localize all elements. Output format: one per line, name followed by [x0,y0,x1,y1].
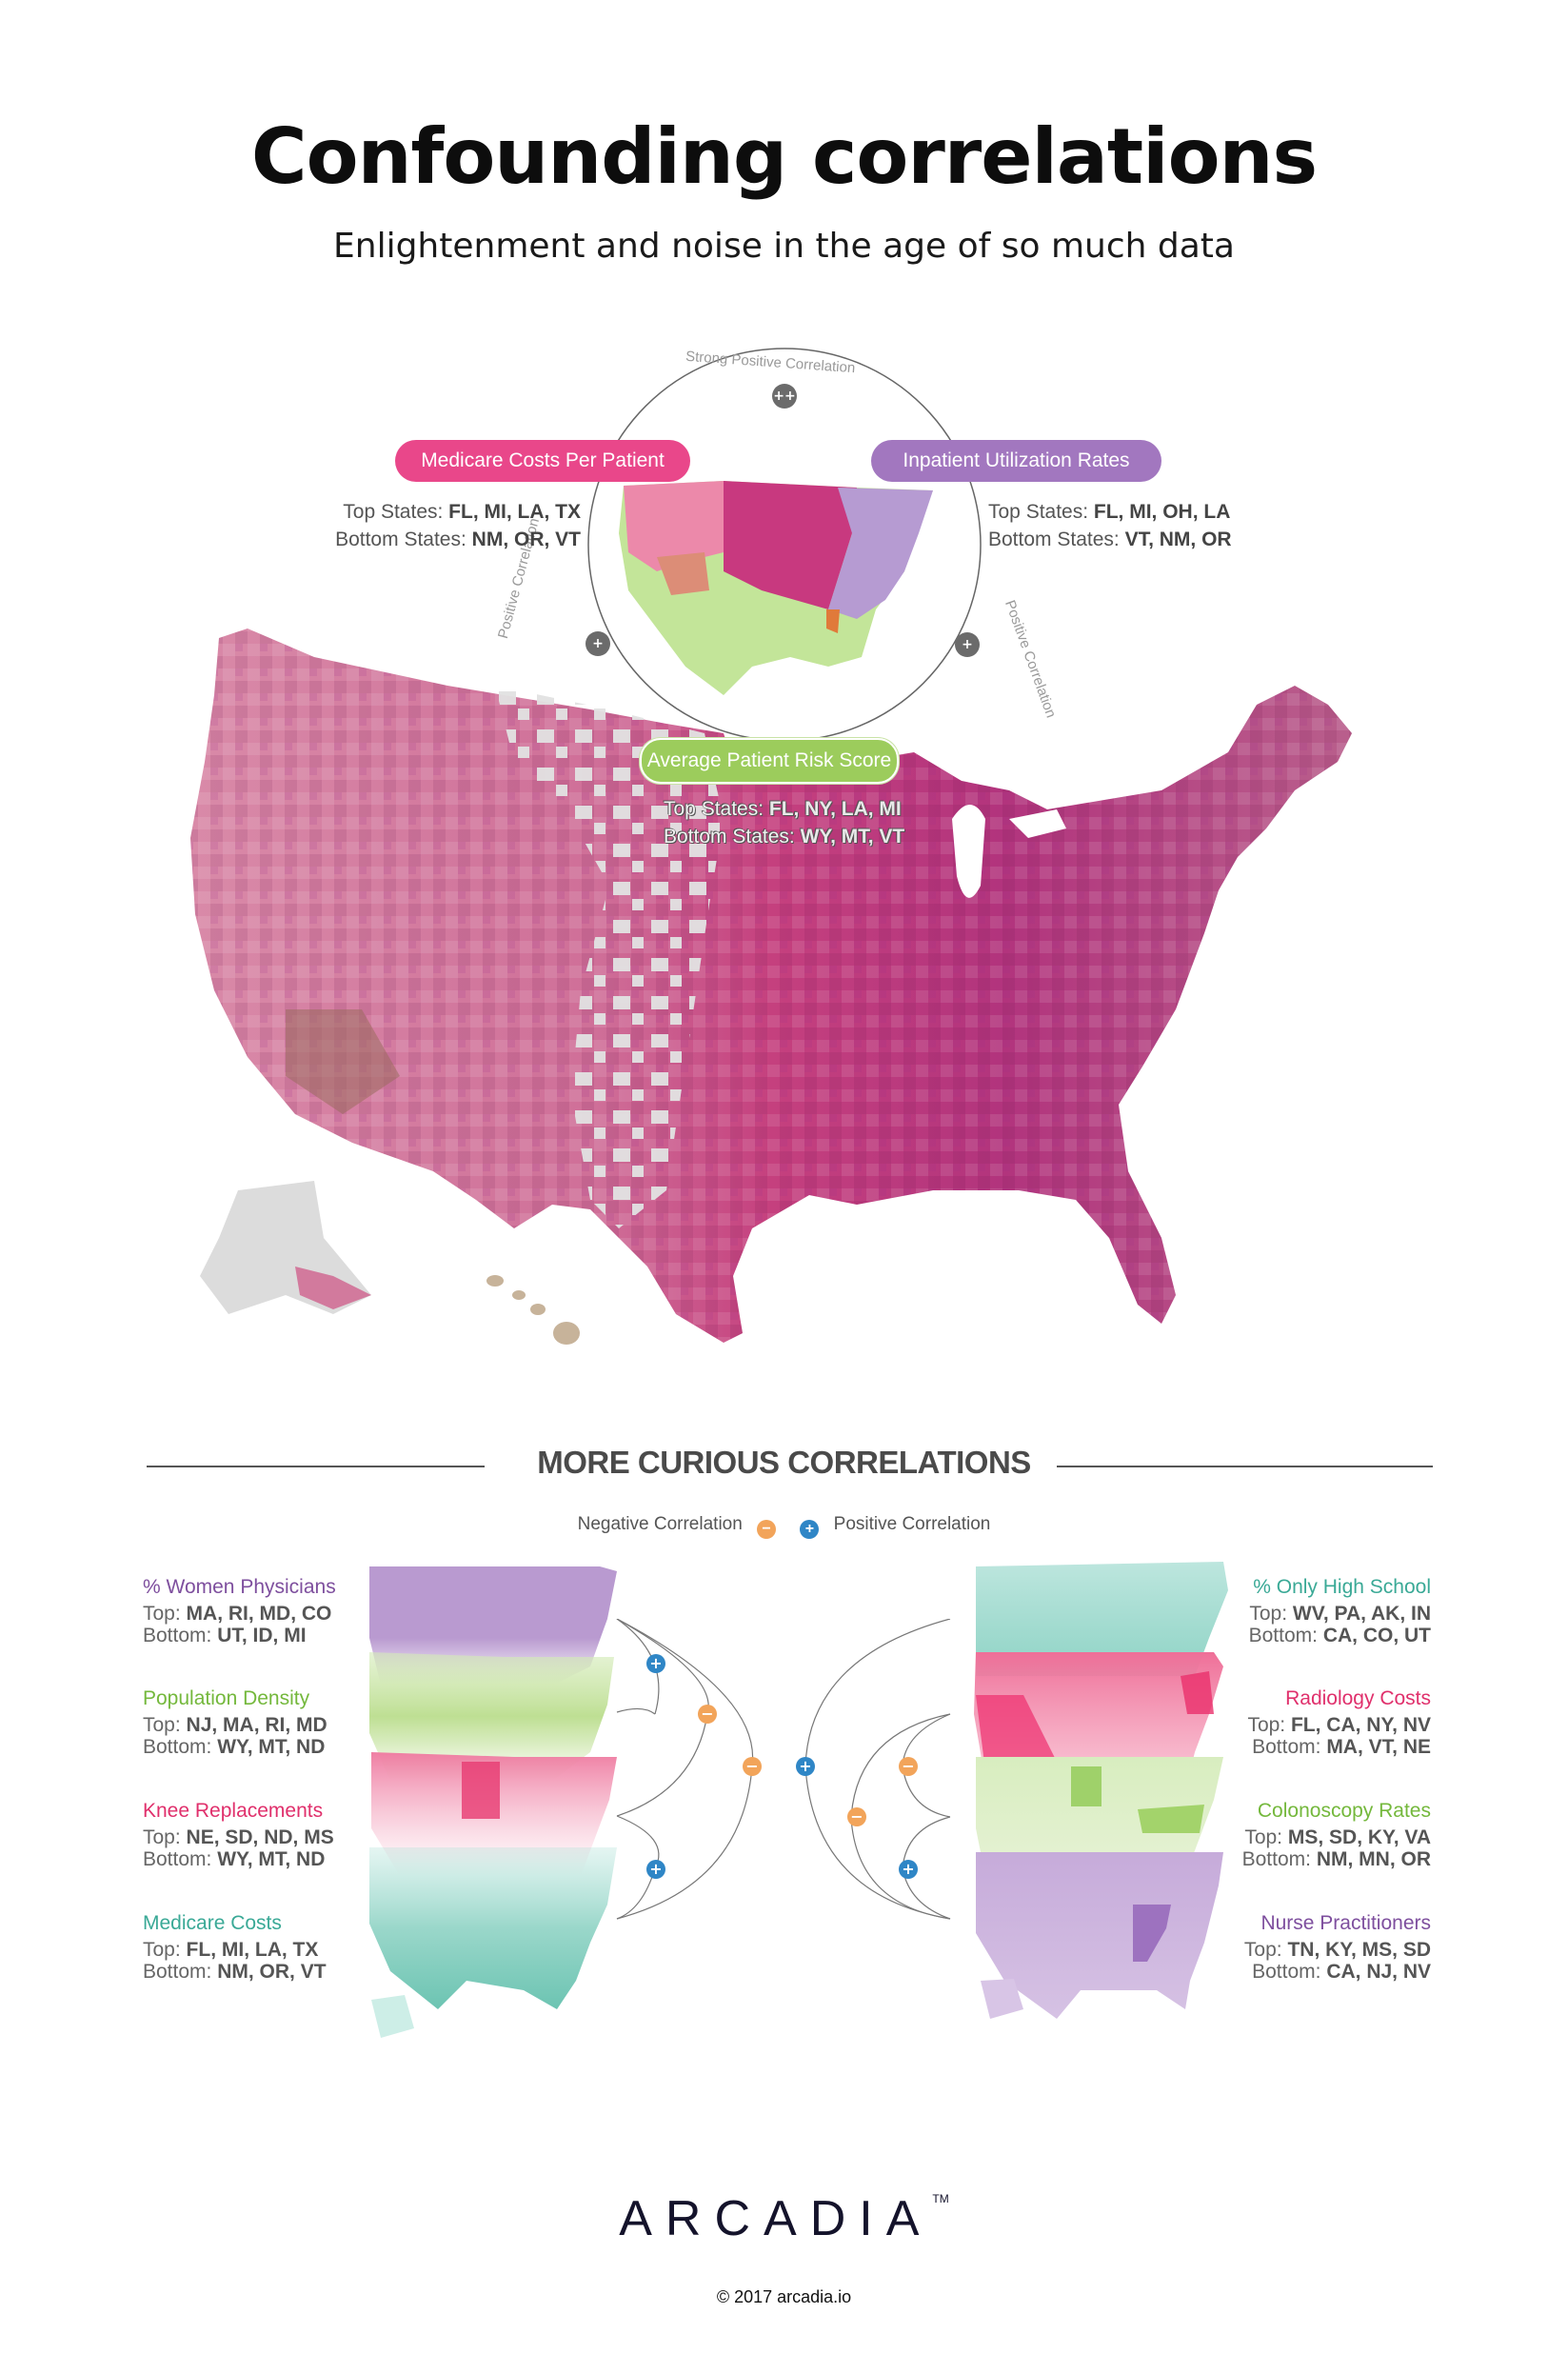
divider-left [147,1466,485,1467]
negative-correlation-icon: − [757,1520,777,1539]
medicare-costs-states: Top States: FL, MI, LA, TX Bottom States… [335,501,581,550]
legend-negative-label: Negative Correlation [577,1514,743,1534]
connector-negative-icon: − [743,1757,762,1776]
us-county-map [190,628,1352,1345]
bottom-states: NM, OR, VT [471,529,581,550]
connector-negative-icon: − [847,1807,866,1826]
connector-negative-icon: − [698,1705,717,1724]
connector-positive-icon: + [646,1654,665,1673]
correlation-legend: Negative Correlation − + Positive Correl… [0,1514,1568,1539]
positive-correlation-icon: + [800,1520,820,1539]
arcadia-logo: ARCADIATM [619,2191,949,2246]
corr-label-population-density: Population Density Top: NJ, MA, RI, MD B… [143,1687,327,1758]
right-positive-node: + [955,632,980,657]
connector-negative-icon: − [899,1757,918,1776]
correlation-connectors [616,1619,951,1920]
metric-pill-medicare-costs: Medicare Costs Per Patient [395,440,690,482]
correlation-circle [587,348,982,742]
page-title: Confounding correlations [250,112,1318,201]
divider-right [1057,1466,1433,1467]
map-population-density [369,1652,614,1781]
corr-label-knee-replacements: Knee Replacements Top: NE, SD, ND, MS Bo… [143,1800,334,1870]
connector-positive-icon: + [646,1860,665,1879]
section-title: MORE CURIOUS CORRELATIONS [537,1445,1031,1480]
metric-pill-inpatient-utilization: Inpatient Utilization Rates [871,440,1161,482]
hawaii-shape [486,1275,580,1345]
inset-combined-map [619,481,933,695]
left-mini-maps [369,1566,617,2038]
map-medicare-costs [369,1847,617,2009]
no-data-region [495,686,724,1228]
corr-label-medicare-costs: Medicare Costs Top: FL, MI, LA, TX Botto… [143,1912,327,1983]
corr-label-women-physicians: % Women Physicians Top: MA, RI, MD, CO B… [143,1576,336,1646]
corr-label-radiology-costs: Radiology Costs Top: FL, CA, NY, NV Bott… [1247,1687,1431,1758]
map-colonoscopy-rates [976,1757,1223,1876]
trademark: TM [932,2192,949,2205]
page-subtitle: Enlightenment and noise in the age of so… [333,227,1235,266]
great-lakes [952,805,985,898]
top-states: FL, MI, LA, TX [448,501,581,523]
corr-label-nurse-practitioners: Nurse Practitioners Top: TN, KY, MS, SD … [1243,1912,1431,1983]
copyright: © 2017 arcadia.io [716,2287,852,2306]
top-states: FL, MI, OH, LA [1093,501,1231,523]
map-only-high-school [976,1562,1228,1676]
map-nurse-practitioners [976,1852,1223,2019]
right-mini-maps [974,1562,1228,2019]
bottom-states: WY, MT, VT [800,826,905,848]
metric-pill-patient-risk: Average Patient Risk Score [640,738,899,784]
top-states: FL, NY, LA, MI [768,798,902,820]
section-header: MORE CURIOUS CORRELATIONS [0,1445,1568,1481]
strong-positive-node: ++ [772,384,797,409]
connector-positive-icon: + [899,1860,918,1879]
corr-label-only-high-school: % Only High School Top: WV, PA, AK, IN B… [1248,1576,1431,1646]
patient-risk-states: Top States: FL, NY, LA, MI Bottom States… [664,798,905,848]
legend-positive-label: Positive Correlation [833,1514,991,1534]
corr-label-colonoscopy-rates: Colonoscopy Rates Top: MS, SD, KY, VA Bo… [1241,1800,1431,1870]
left-positive-node: + [586,631,610,656]
inpatient-utilization-states: Top States: FL, MI, OH, LA Bottom States… [988,501,1232,550]
bottom-states: VT, NM, OR [1124,529,1232,550]
connector-positive-icon: + [796,1757,815,1776]
